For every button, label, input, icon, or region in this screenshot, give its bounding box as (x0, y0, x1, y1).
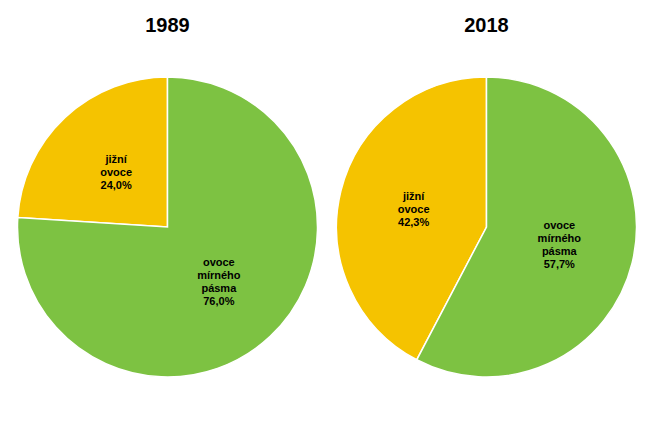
svg-text:jižníovoce24,0%: jižníovoce24,0% (100, 153, 132, 191)
html-text:1989: 1989 (145, 14, 190, 36)
svg-text:ovocemírnéhopásma57,7%: ovocemírnéhopásma57,7% (538, 219, 582, 270)
svg-text:jižníovoce42,3%: jižníovoce42,3% (398, 190, 430, 228)
svg-text:ovocemírnéhopásma76,0%: ovocemírnéhopásma76,0% (197, 256, 241, 307)
html-text:2018: 2018 (464, 14, 509, 36)
